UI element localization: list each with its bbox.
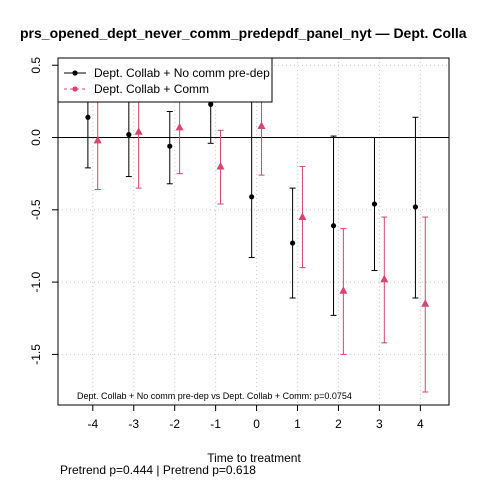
- x-tick-label: -2: [169, 417, 180, 431]
- legend: Dept. Collab + No comm pre-dep Dept. Coll…: [57, 57, 273, 103]
- data-point: [93, 135, 102, 144]
- x-axis-label: Time to treatment: [207, 451, 301, 465]
- x-tick-label: 0: [253, 417, 260, 431]
- data-point: [339, 286, 348, 294]
- pretrend-footer: Pretrend p=0.444 | Pretrend p=0.618: [60, 463, 256, 477]
- data-point: [257, 121, 266, 129]
- data-point: [298, 212, 307, 221]
- data-point: [249, 194, 255, 200]
- data-point: [330, 223, 337, 229]
- legend-marker: [72, 70, 78, 76]
- y-tick-label: -1.5: [29, 344, 43, 365]
- series-layer: [84, 57, 430, 393]
- data-point: [208, 101, 214, 107]
- series-2: [93, 57, 430, 393]
- legend-marker: [72, 86, 78, 92]
- data-point: [290, 240, 296, 246]
- data-point: [126, 132, 132, 138]
- data-point: [175, 122, 184, 131]
- x-tick-label: 1: [294, 417, 301, 431]
- grid-lines: [58, 58, 449, 405]
- y-tick-label: 0.5: [29, 57, 43, 74]
- legend-label: Dept. Collab + No comm pre-dep: [94, 66, 270, 80]
- x-tick-label: 2: [335, 417, 342, 431]
- data-point: [216, 161, 225, 170]
- x-tick-label: 3: [376, 417, 383, 431]
- axes: -4 -3 -2 -1 0 1 2 3 4 -1.5 -1.0 -0.5 0.0 0.5: [29, 57, 424, 431]
- x-tick-label: 4: [417, 417, 424, 431]
- legend-item-2: Dept. Collab + Comm: [64, 82, 209, 96]
- y-tick-label: 0.0: [29, 129, 43, 146]
- y-tick-label: -1.0: [29, 271, 43, 292]
- data-point: [421, 299, 430, 307]
- plot-frame: [57, 57, 450, 406]
- p-value-annotation: Dept. Collab + No comm pre-dep vs Dept. …: [77, 391, 352, 401]
- data-point: [134, 127, 143, 135]
- chart-title: prs_opened_dept_never_comm_predepdf_pane…: [20, 25, 467, 41]
- x-tick-label: -1: [210, 417, 221, 431]
- data-point: [167, 143, 173, 149]
- data-point: [412, 204, 419, 210]
- y-tick-label: -0.5: [29, 199, 43, 220]
- data-point: [85, 114, 91, 120]
- x-tick-label: -4: [87, 417, 98, 431]
- x-tick-label: -3: [128, 417, 139, 431]
- data-point: [371, 201, 378, 207]
- legend-item-1: Dept. Collab + No comm pre-dep: [64, 66, 270, 80]
- legend-label: Dept. Collab + Comm: [94, 82, 209, 96]
- data-point: [380, 274, 389, 283]
- legend-box: [57, 57, 273, 103]
- series-1: [84, 57, 419, 316]
